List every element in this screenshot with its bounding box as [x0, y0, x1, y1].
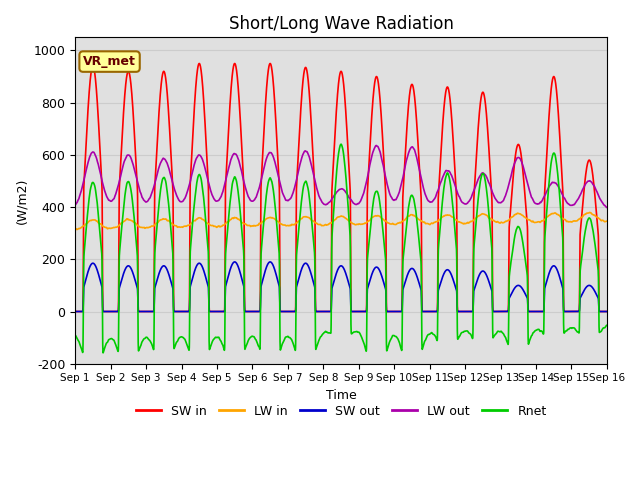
Text: VR_met: VR_met	[83, 55, 136, 68]
Title: Short/Long Wave Radiation: Short/Long Wave Radiation	[228, 15, 454, 33]
Y-axis label: (W/m2): (W/m2)	[15, 177, 28, 224]
Legend: SW in, LW in, SW out, LW out, Rnet: SW in, LW in, SW out, LW out, Rnet	[131, 400, 552, 423]
X-axis label: Time: Time	[326, 389, 356, 402]
